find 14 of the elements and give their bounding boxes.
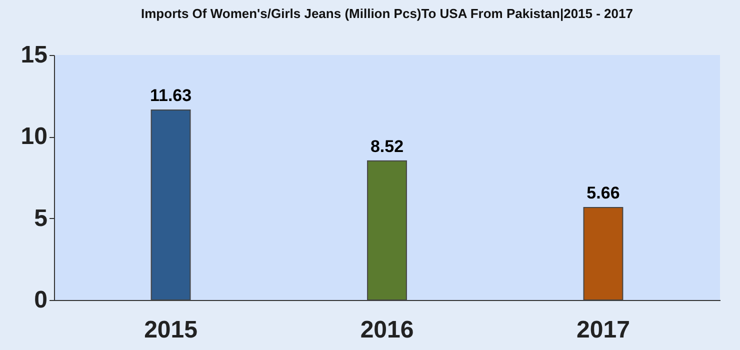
y-tick-label: 15 <box>20 42 48 68</box>
bar <box>150 110 191 300</box>
bar <box>367 160 407 300</box>
y-tick-label: 5 <box>34 204 48 232</box>
data-label: 5.66 <box>586 184 620 203</box>
chart-title: Imports Of Women's/Girls Jeans (Million Pcs)To USA From Pakistan|2015 - 2017 <box>141 6 633 21</box>
data-label: 8.52 <box>370 136 404 156</box>
bar <box>583 207 624 300</box>
x-tick-label: 2017 <box>576 316 630 344</box>
x-tick-label: 2016 <box>360 316 414 344</box>
y-tick-label: 10 <box>20 123 48 150</box>
data-label: 11.63 <box>150 86 192 106</box>
x-tick-label: 2015 <box>144 316 198 344</box>
y-tick-label: 0 <box>34 286 48 314</box>
